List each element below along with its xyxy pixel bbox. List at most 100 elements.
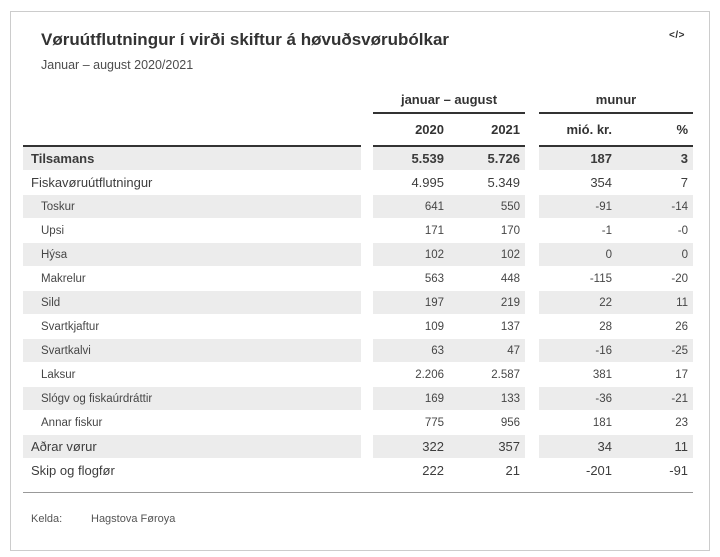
cell-pct: -20 <box>617 267 694 291</box>
table-row: Skip og flogfør 222 21 -201 -91 <box>23 459 694 483</box>
cell-2021: 133 <box>449 387 526 411</box>
column-gap <box>525 339 540 363</box>
col-header-2020: 2020 <box>373 114 449 147</box>
column-gap <box>525 459 540 483</box>
cell-miokr: -36 <box>539 387 618 411</box>
table-bottom-rule <box>23 492 693 493</box>
cell-miokr: 28 <box>539 315 618 339</box>
table-row: Sild 197 219 22 11 <box>23 291 694 315</box>
table-row: Makrelur 563 448 -115 -20 <box>23 267 694 291</box>
table-row: Svartkjaftur 109 137 28 26 <box>23 315 694 339</box>
cell-2021: 219 <box>449 291 526 315</box>
code-icon: </> <box>669 30 685 41</box>
column-gap <box>361 411 373 435</box>
row-label: Aðrar vørur <box>23 435 361 459</box>
column-gap <box>361 267 373 291</box>
row-label: Skip og flogfør <box>23 459 361 483</box>
page-title: Vøruútflutningur í virði skiftur á høvuð… <box>41 30 450 49</box>
row-label: Toskur <box>23 195 361 219</box>
column-gap <box>361 363 373 387</box>
column-gap <box>525 315 540 339</box>
table-row: Svartkalvi 63 47 -16 -25 <box>23 339 694 363</box>
cell-miokr: 181 <box>539 411 618 435</box>
table-row: Fiskavøruútflutningur 4.995 5.349 354 7 <box>23 171 694 195</box>
column-gap <box>525 147 540 171</box>
column-gap <box>361 243 373 267</box>
label-column-header <box>23 114 361 147</box>
cell-2020: 322 <box>373 435 449 459</box>
cell-2021: 448 <box>449 267 526 291</box>
table-container: januar – august munur 2020 2021 mió. kr.… <box>23 83 701 525</box>
column-gap <box>525 114 539 147</box>
cell-miokr: -16 <box>539 339 618 363</box>
embed-code-button[interactable]: </> <box>669 30 685 41</box>
source-row: Kelda: Hagstova Føroya <box>31 513 701 525</box>
table-row: Tilsamans 5.539 5.726 187 3 <box>23 147 694 171</box>
cell-pct: -91 <box>617 459 694 483</box>
row-label: Makrelur <box>23 267 361 291</box>
card-header: Vøruútflutningur í virði skiftur á høvuð… <box>11 12 709 72</box>
col-header-percent: % <box>617 114 694 147</box>
column-gap <box>525 83 539 114</box>
column-gap <box>525 291 540 315</box>
cell-miokr: 187 <box>539 147 618 171</box>
cell-miokr: 0 <box>539 243 618 267</box>
col-group-munur: munur <box>539 83 694 114</box>
table-row: Aðrar vørur 322 357 34 11 <box>23 435 694 459</box>
column-gap <box>361 339 373 363</box>
column-gap <box>525 435 540 459</box>
col-group-januar-august: januar – august <box>373 83 526 114</box>
cell-2021: 102 <box>449 243 526 267</box>
cell-2020: 563 <box>373 267 449 291</box>
cell-2021: 170 <box>449 219 526 243</box>
column-gap <box>361 219 373 243</box>
column-gap <box>525 267 540 291</box>
column-gap <box>361 83 373 114</box>
table-row: Upsi 171 170 -1 -0 <box>23 219 694 243</box>
cell-2020: 102 <box>373 243 449 267</box>
cell-pct: 26 <box>617 315 694 339</box>
table-card: Vøruútflutningur í virði skiftur á høvuð… <box>10 11 710 551</box>
cell-miokr: -201 <box>539 459 618 483</box>
col-header-2021: 2021 <box>449 114 526 147</box>
column-gap <box>361 315 373 339</box>
column-gap <box>525 243 540 267</box>
col-header-miokr: mió. kr. <box>539 114 618 147</box>
row-label: Upsi <box>23 219 361 243</box>
row-label: Hýsa <box>23 243 361 267</box>
cell-2020: 109 <box>373 315 449 339</box>
cell-pct: -21 <box>617 387 694 411</box>
column-gap <box>361 435 373 459</box>
column-gap <box>525 387 540 411</box>
cell-2021: 956 <box>449 411 526 435</box>
column-gap <box>525 195 540 219</box>
cell-miokr: 22 <box>539 291 618 315</box>
row-label: Svartkalvi <box>23 339 361 363</box>
column-gap <box>525 363 540 387</box>
cell-2021: 21 <box>449 459 526 483</box>
table-row: Laksur 2.206 2.587 381 17 <box>23 363 694 387</box>
label-column-spacer <box>23 83 361 114</box>
cell-pct: 3 <box>617 147 694 171</box>
column-gap <box>525 171 540 195</box>
source-value: Hagstova Føroya <box>91 513 176 525</box>
cell-2020: 171 <box>373 219 449 243</box>
cell-miokr: 381 <box>539 363 618 387</box>
row-label: Slógv og fiskaúrdráttir <box>23 387 361 411</box>
column-header-row: 2020 2021 mió. kr. % <box>23 114 694 147</box>
cell-pct: 11 <box>617 435 694 459</box>
column-gap <box>361 387 373 411</box>
cell-2021: 357 <box>449 435 526 459</box>
cell-2021: 2.587 <box>449 363 526 387</box>
column-gap <box>361 195 373 219</box>
cell-miokr: 354 <box>539 171 618 195</box>
column-gap <box>525 411 540 435</box>
table-row: Annar fiskur 775 956 181 23 <box>23 411 694 435</box>
cell-2021: 550 <box>449 195 526 219</box>
cell-2020: 2.206 <box>373 363 449 387</box>
page-subtitle: Januar – august 2020/2021 <box>41 58 194 72</box>
cell-pct: 7 <box>617 171 694 195</box>
cell-2021: 5.726 <box>449 147 526 171</box>
table-body: Tilsamans 5.539 5.726 187 3 Fiskavøruútflutni… <box>23 147 694 483</box>
row-label: Sild <box>23 291 361 315</box>
